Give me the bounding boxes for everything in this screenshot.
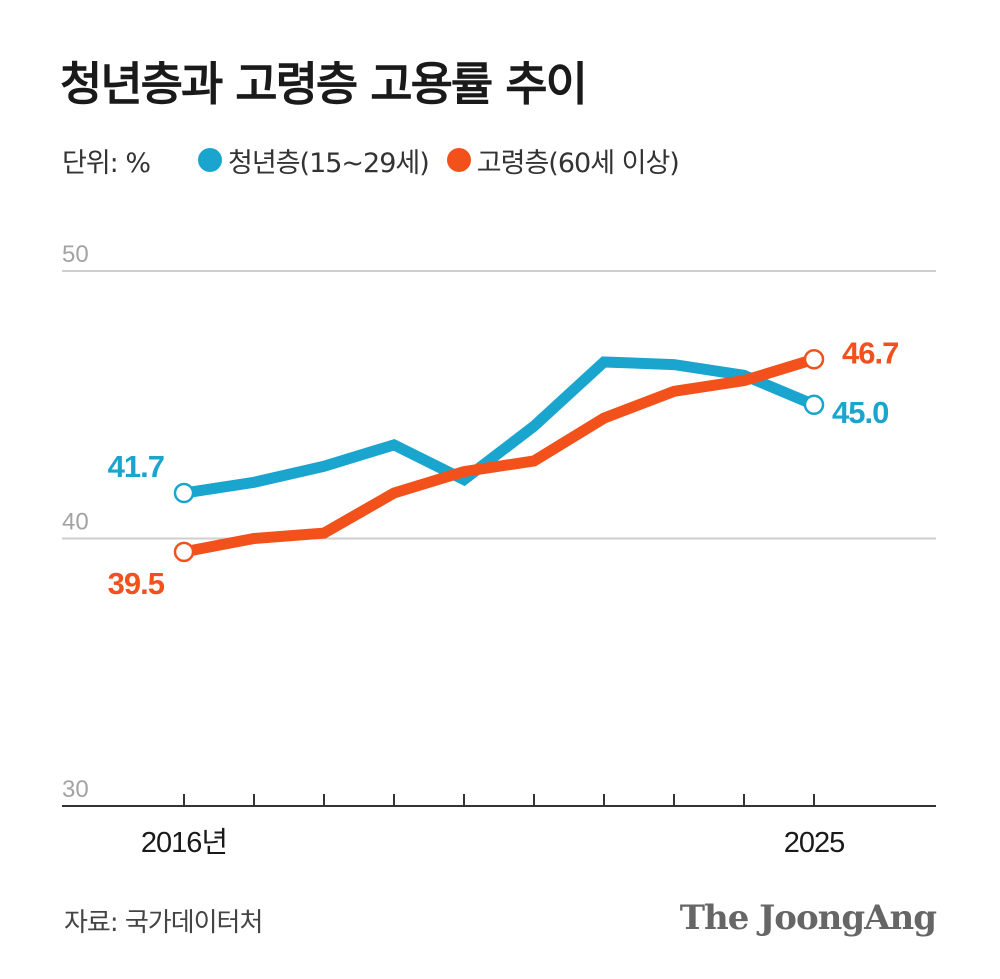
point-marker-0-2016 [173,482,195,504]
legend-dot-elderly [446,148,471,172]
legend-item-youth: 청년층(15~29세) [198,141,430,180]
legend-row: 단위: % 청년층(15~29세) 고령층(60세 이상) [62,140,697,180]
y-tick-label-30: 30 [62,776,89,803]
source-note: 자료: 국가데이터처 [64,908,263,938]
data-label-start-0: 41.7 [108,449,164,484]
data-label-start-1: 39.5 [108,566,165,601]
unit-label: 단위: % [62,147,151,179]
legend-label-elderly: 고령층(60세 이상) [476,147,680,179]
x-tick-label-2025: 2025 [784,827,845,859]
series-line-0 [183,356,817,499]
data-label-end-1: 46.7 [842,335,898,370]
point-marker-0-2025 [803,394,825,415]
point-marker-1-2016 [173,541,195,563]
legend-dot-youth [198,148,223,172]
legend-label-youth: 청년층(15~29세) [228,147,430,179]
y-tick-label-50: 50 [62,241,89,268]
series-line-1 [182,354,816,558]
data-label-end-0: 45.0 [832,395,888,430]
legend-item-elderly: 고령층(60세 이상) [446,141,680,180]
brand-logo: The JoongAng [679,898,937,938]
point-marker-1-2025 [803,349,825,370]
x-tick-label-2016: 2016년 [141,827,227,859]
y-tick-label-40: 40 [62,509,89,536]
chart-title: 청년층과 고령층 고용률 추이 [60,57,588,111]
